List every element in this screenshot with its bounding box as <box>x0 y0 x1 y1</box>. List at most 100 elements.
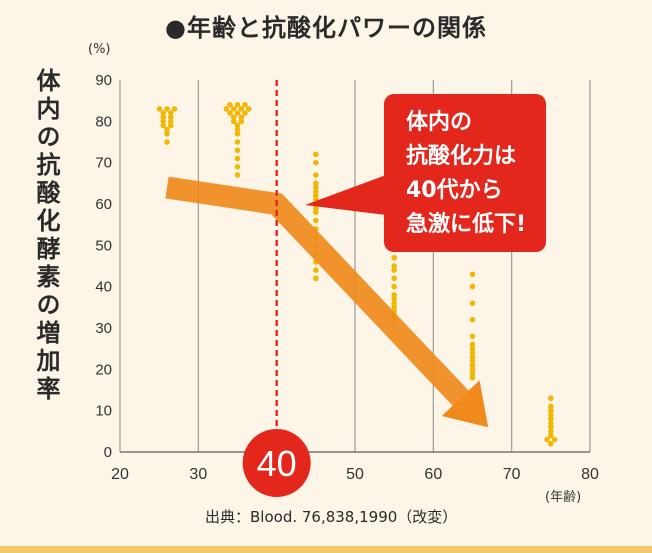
y-tick-label: 40 <box>95 279 112 296</box>
data-point <box>234 139 241 145</box>
data-point <box>469 374 476 381</box>
y-tick-label: 10 <box>95 403 112 420</box>
data-point <box>391 263 397 269</box>
data-point <box>234 172 241 178</box>
bottom-divider <box>0 546 652 553</box>
y-axis-unit: (%) <box>88 42 111 57</box>
y-tick-label: 30 <box>95 320 112 337</box>
y-tick-label: 20 <box>95 361 112 378</box>
data-point <box>156 106 163 112</box>
data-point <box>469 341 476 348</box>
data-point <box>313 172 319 178</box>
y-tick-label: 70 <box>95 155 112 172</box>
data-point <box>391 283 397 290</box>
data-point <box>230 118 237 125</box>
chart-title: ●年齢と抗酸化パワーの関係 <box>165 14 487 42</box>
callout-bubble: 体内の 抗酸化力は 40代から 急激に低下! <box>384 94 546 252</box>
data-point <box>313 180 319 187</box>
data-point <box>227 102 233 108</box>
callout-line: 急激に低下! <box>406 212 527 237</box>
data-point <box>171 106 178 112</box>
data-point <box>548 412 554 418</box>
data-point <box>469 271 476 278</box>
data-point <box>469 366 476 373</box>
data-point <box>164 130 170 137</box>
data-point <box>551 436 558 443</box>
data-point <box>160 122 167 129</box>
data-point <box>469 333 476 340</box>
x-tick-label: 60 <box>424 466 442 483</box>
data-point <box>391 296 397 302</box>
data-point <box>167 114 174 120</box>
data-point <box>548 416 554 422</box>
data-point <box>242 110 248 116</box>
data-point <box>234 164 241 170</box>
data-point <box>313 205 319 211</box>
data-point <box>234 155 241 162</box>
data-point <box>391 254 397 261</box>
data-point <box>230 114 237 120</box>
data-point <box>313 267 319 273</box>
y-tick-label: 60 <box>95 196 112 213</box>
callout-line: 40代から <box>406 178 503 203</box>
data-point <box>238 118 245 125</box>
data-point <box>234 110 241 116</box>
data-point <box>313 217 319 224</box>
data-point <box>238 114 245 120</box>
age-40-label: 40 <box>257 443 297 484</box>
source-citation: 出典：Blood. 76,838,1990（改変） <box>205 508 458 526</box>
data-point <box>245 106 252 112</box>
data-point <box>548 432 554 439</box>
data-point <box>391 292 397 298</box>
data-point <box>469 362 476 369</box>
data-point <box>238 106 245 112</box>
x-tick-label: 80 <box>581 466 599 483</box>
data-point <box>167 110 174 116</box>
x-axis-unit: (年齢) <box>545 490 582 505</box>
data-point <box>548 395 554 402</box>
data-point <box>469 350 476 356</box>
data-point <box>234 102 241 108</box>
data-point <box>160 118 167 125</box>
data-point <box>234 126 241 133</box>
y-tick-label: 0 <box>104 444 112 461</box>
data-point <box>469 300 476 307</box>
trend-arrow-head <box>441 380 489 428</box>
data-point <box>313 192 319 199</box>
x-tick-label: 20 <box>111 466 129 483</box>
callout-line: 体内の <box>406 110 473 135</box>
data-point <box>469 358 476 364</box>
data-point <box>313 151 319 158</box>
data-point <box>227 110 233 116</box>
data-point <box>469 345 476 352</box>
data-point <box>391 300 397 307</box>
data-point <box>469 283 476 290</box>
data-point <box>313 159 319 166</box>
data-point <box>164 126 170 133</box>
y-tick-label: 90 <box>95 72 112 89</box>
data-point <box>548 420 554 426</box>
data-point <box>234 122 241 129</box>
data-point <box>164 139 170 145</box>
y-tick-label: 80 <box>95 113 112 130</box>
y-tick-label: 50 <box>95 237 112 254</box>
data-point <box>548 403 554 410</box>
callout-line: 抗酸化力は <box>406 144 517 169</box>
callout-pointer <box>305 175 386 215</box>
x-tick-label: 30 <box>189 466 207 483</box>
data-point <box>548 424 554 431</box>
data-point <box>160 114 167 120</box>
data-point <box>391 304 397 311</box>
data-point <box>164 106 170 112</box>
y-axis-label: 体内の抗酸化酵素の増加率 <box>32 68 60 404</box>
data-point <box>313 188 319 195</box>
data-point <box>242 102 248 108</box>
data-point <box>469 316 476 323</box>
data-point <box>234 130 241 137</box>
x-tick-label: 70 <box>503 466 521 483</box>
x-tick-label: 50 <box>346 466 364 483</box>
data-point <box>548 440 554 447</box>
data-point <box>469 354 476 360</box>
